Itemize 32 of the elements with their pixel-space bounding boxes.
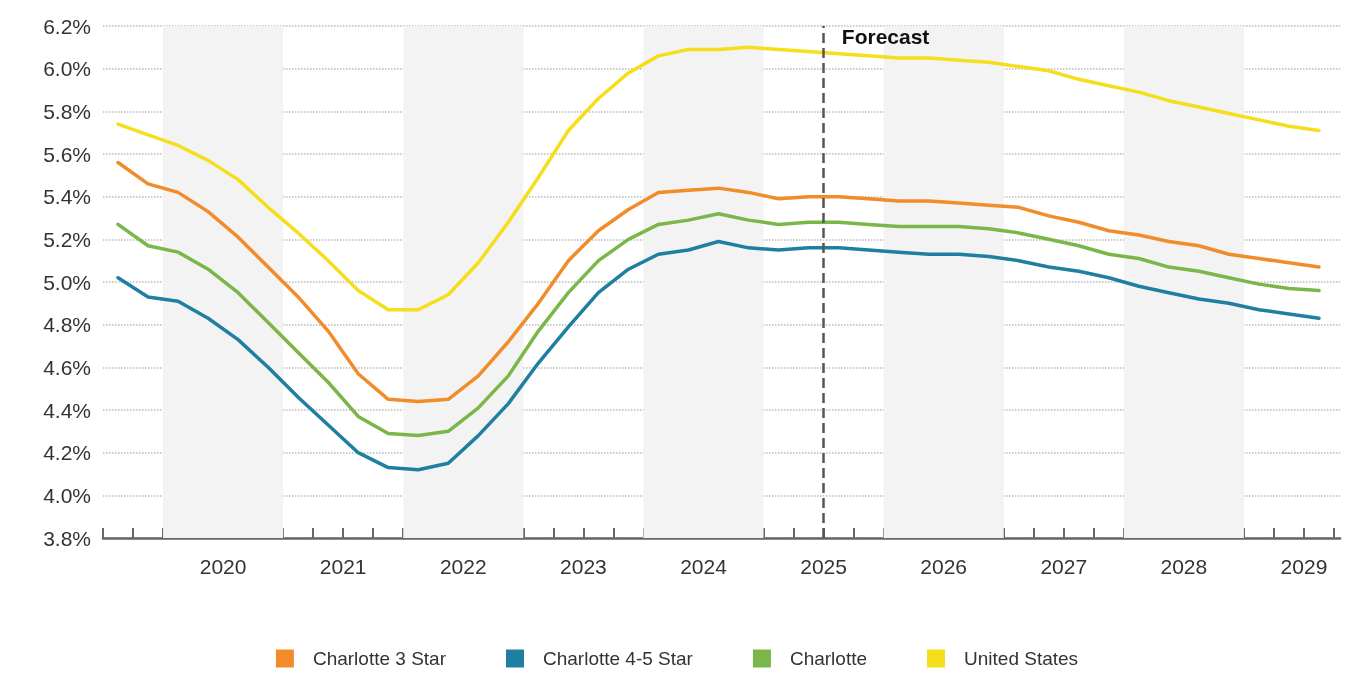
x-tick-label: 2028: [1160, 555, 1208, 578]
y-tick-label: 5.6%: [43, 142, 91, 166]
legend-label: Charlotte: [789, 648, 868, 669]
y-tick-label: 5.0%: [43, 270, 91, 294]
line-series: [116, 45, 1321, 312]
line-series: [116, 211, 1321, 438]
y-tick-label: 4.8%: [43, 313, 91, 337]
y-tick-label: 3.8%: [43, 526, 91, 550]
y-tick-label: 5.8%: [43, 99, 91, 123]
legend-label: Charlotte 4-5 Star: [542, 648, 694, 669]
y-tick-label: 4.0%: [43, 483, 91, 507]
x-tick-label: 2022: [439, 555, 487, 578]
line-series: [116, 239, 1321, 472]
x-tick-label: 2025: [800, 555, 847, 578]
y-tick-label: 6.2%: [43, 14, 91, 38]
y-tick-label: 4.6%: [43, 355, 91, 379]
x-tick-label: 2027: [1040, 555, 1088, 578]
x-tick-label: 2029: [1280, 555, 1328, 578]
x-tick-label: 2020: [199, 555, 247, 578]
ref-line-label: Forecast: [841, 25, 930, 48]
line-series: [116, 160, 1321, 404]
legend-label: Charlotte 3 Star: [312, 648, 447, 669]
y-tick-label: 5.4%: [43, 185, 91, 209]
y-tick-label: 5.2%: [43, 227, 91, 251]
y-tick-label: 4.2%: [43, 441, 91, 465]
x-tick-label: 2024: [680, 555, 728, 578]
y-tick-label: 6.0%: [43, 57, 91, 81]
x-tick-label: 2023: [560, 555, 607, 578]
legend-label: United States: [964, 648, 1079, 669]
x-tick-label: 2026: [920, 555, 968, 578]
y-tick-label: 4.4%: [43, 398, 91, 422]
x-tick-label: 2021: [319, 555, 367, 578]
